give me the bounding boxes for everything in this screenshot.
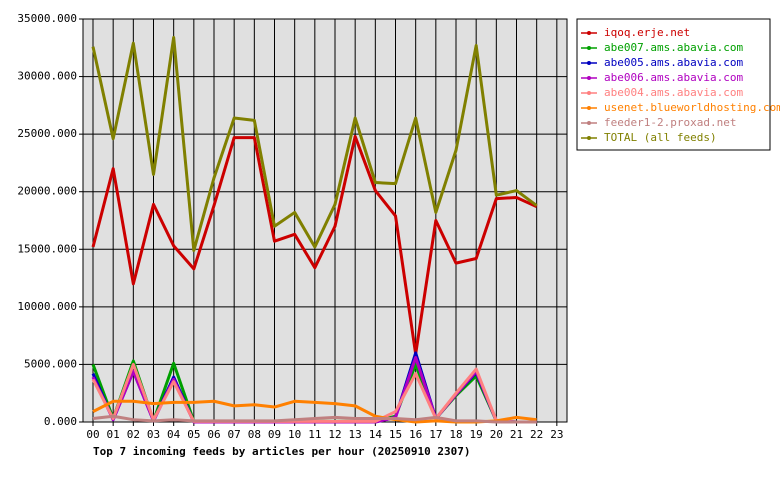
x-tick-label: 13 (349, 428, 362, 441)
legend-label: abe006.ams.abavia.com (604, 71, 743, 84)
legend-label: feeder1-2.proxad.net (604, 116, 736, 129)
legend-box (576, 18, 771, 151)
x-tick-label: 15 (389, 428, 402, 441)
y-tick-label: 15000.000 (17, 242, 77, 255)
legend-label: abe005.ams.abavia.com (604, 56, 743, 69)
y-tick-label: 10000.000 (17, 300, 77, 313)
x-tick-label: 19 (470, 428, 483, 441)
plot-area (83, 19, 567, 422)
legend-dot (587, 136, 591, 140)
y-tick-label: 25000.000 (17, 127, 77, 140)
x-tick-label: 08 (248, 428, 261, 441)
x-tick-label: 09 (268, 428, 281, 441)
x-tick-label: 21 (510, 428, 523, 441)
chart-title: Top 7 incoming feeds by articles per hou… (93, 445, 471, 458)
legend-dot (587, 91, 591, 95)
series-line (92, 414, 537, 424)
x-tick-label: 14 (369, 428, 383, 441)
legend-dot (587, 76, 591, 80)
legend-label: abe004.ams.abavia.com (604, 86, 743, 99)
x-tick-label: 02 (127, 428, 140, 441)
y-tick-label: 0.000 (44, 415, 77, 428)
legend-dot (587, 61, 591, 65)
x-tick-label: 22 (530, 428, 543, 441)
x-tick-label: 18 (449, 428, 462, 441)
y-tick-label: 5000.000 (24, 357, 77, 370)
x-tick-label: 17 (429, 428, 442, 441)
y-tick-label: 20000.000 (17, 185, 77, 198)
legend-label: abe007.ams.abavia.com (604, 41, 743, 54)
x-tick-label: 20 (490, 428, 503, 441)
x-tick-label: 23 (550, 428, 563, 441)
legend-dot (587, 46, 591, 50)
y-tick-label: 30000.000 (17, 70, 77, 83)
x-tick-label: 00 (86, 428, 99, 441)
x-tick-label: 16 (409, 428, 422, 441)
legend-dot (587, 106, 591, 110)
x-tick-label: 12 (328, 428, 341, 441)
series-line (91, 134, 538, 356)
series-line (91, 35, 538, 252)
x-tick-label: 06 (207, 428, 220, 441)
x-tick-label: 03 (147, 428, 160, 441)
x-tick-label: 04 (167, 428, 181, 441)
series-line (91, 362, 537, 424)
legend-label: usenet.blueworldhosting.com (604, 101, 780, 114)
x-tick-label: 01 (107, 428, 120, 441)
x-tick-label: 10 (288, 428, 301, 441)
x-tick-label: 11 (308, 428, 321, 441)
x-tick-label: 07 (228, 428, 241, 441)
x-tick-label: 05 (187, 428, 200, 441)
y-tick-label: 35000.000 (17, 12, 77, 25)
legend-label: TOTAL (all feeds) (604, 131, 717, 144)
legend-dot (587, 31, 591, 35)
legend-dot (587, 121, 591, 125)
legend-label: iqoq.erje.net (604, 26, 690, 39)
